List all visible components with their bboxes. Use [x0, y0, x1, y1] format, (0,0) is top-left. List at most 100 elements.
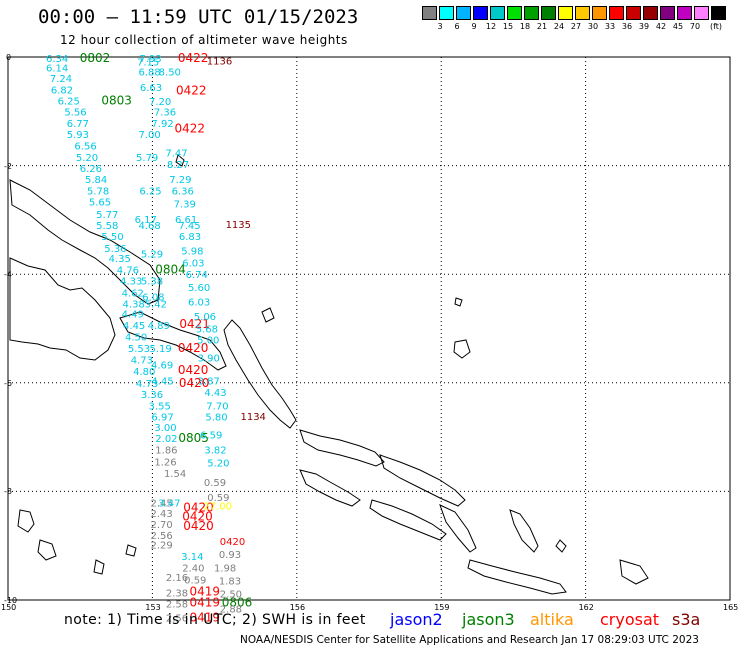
island-south-east [509, 509, 539, 553]
x-tick-label: 162 [578, 603, 594, 612]
swh-label: 2.43 [150, 509, 172, 520]
colorbar-label: 42 [655, 22, 667, 31]
swh-label: 5.56 [64, 107, 86, 118]
satellite-legend-item: s3a [672, 610, 701, 629]
swh-label: 2.29 [150, 541, 172, 552]
y-tick-label: -10 [4, 596, 18, 605]
colorbar-swatch [575, 6, 590, 20]
swh-label: 2.58 [166, 599, 188, 610]
swh-label: 8.27 [167, 160, 189, 171]
swh-label: 7.93 [139, 54, 161, 65]
colorbar-swatch [524, 6, 539, 20]
satellite-legend-item: altika [530, 610, 574, 629]
island-tiny-8 [125, 544, 137, 557]
swh-label: 2.56 [150, 531, 172, 542]
colorbar-label: 3 [437, 22, 443, 31]
colorbar-swatch [592, 6, 607, 20]
swh-label: 6.56 [74, 142, 96, 153]
island-tiny-1 [175, 154, 185, 167]
page-title: 00:00 – 11:59 UTC 01/15/2023 [38, 6, 359, 28]
colorbar-swatch [456, 6, 471, 20]
swh-label: 3.47 [158, 498, 180, 509]
swh-label: 5.42 [145, 300, 167, 311]
swh-label: 1136 [207, 56, 232, 67]
swh-label: 6.03 [188, 297, 210, 308]
swh-label: 4.89 [148, 321, 170, 332]
colorbar-swatch [677, 6, 692, 20]
colorbar-label: 70 [689, 22, 701, 31]
swh-label: 7.70 [206, 402, 228, 413]
satellite-legend-item: jason3 [462, 610, 515, 629]
swh-label: 0806 [222, 596, 253, 610]
swh-label: 4.45 [151, 377, 173, 388]
colorbar-label: 33 [604, 22, 616, 31]
island-tiny-4 [454, 297, 463, 307]
colorbar-swatch [541, 6, 556, 20]
swh-label: 0420 [220, 537, 245, 548]
swh-label: 4.35 [109, 254, 131, 265]
colorbar-unit: (ft) [709, 22, 723, 31]
island-new-britain-east [119, 311, 227, 371]
swh-label: 6.36 [172, 187, 194, 198]
island-new-georgia [299, 469, 361, 507]
swh-label: 0419 [189, 584, 220, 598]
island-tiny-3 [453, 339, 471, 359]
island-choiseul [299, 429, 385, 467]
swh-label: 4.76 [117, 265, 139, 276]
swh-label: 1.83 [219, 576, 241, 587]
swh-label: 4.33 [120, 277, 142, 288]
swh-label: 0804 [155, 262, 186, 276]
swh-label: 3.14 [181, 552, 203, 563]
swh-label: 5.50 [101, 232, 123, 243]
colorbar-label: 15 [502, 22, 514, 31]
swh-label: 0420 [179, 376, 210, 390]
colorbar-swatch [694, 6, 709, 20]
swh-label: 0422 [176, 84, 207, 98]
colorbar-swatch [507, 6, 522, 20]
swh-label: 7.36 [154, 107, 176, 118]
swh-label: 7.00 [138, 130, 160, 141]
swh-label: 6.34 [46, 54, 68, 65]
page-subtitle: 12 hour collection of altimeter wave hei… [60, 33, 348, 47]
swh-label: 0421 [179, 317, 210, 331]
swh-label: 1.86 [155, 446, 177, 457]
footnote: note: 1) Time is in UTC; 2) SWH is in fe… [64, 612, 366, 628]
x-tick-label: 165 [723, 603, 739, 612]
y-tick-label: -8 [4, 487, 12, 497]
swh-label: 0420 [183, 501, 214, 515]
swh-label: 3.36 [141, 390, 163, 401]
island-tiny-9 [619, 559, 649, 585]
colorbar-label: 18 [519, 22, 531, 31]
island-malaita [439, 504, 477, 553]
swh-label: 6.25 [139, 187, 161, 198]
swh-label: 0420 [183, 519, 214, 533]
swh-label: 7.29 [169, 175, 191, 186]
island-new-britain [9, 257, 116, 361]
colorbar-label: 12 [485, 22, 497, 31]
swh-label: 1135 [226, 220, 251, 231]
satellite-legend-item: jason2 [390, 610, 443, 629]
swh-label: 2.16 [166, 573, 188, 584]
swh-label: 0422 [175, 122, 206, 136]
colorbar-label: 6 [454, 22, 460, 31]
credit-line: NOAA/NESDIS Center for Satellite Applica… [240, 634, 699, 646]
island-tiny-6 [37, 539, 57, 561]
swh-label: 2.40 [182, 563, 204, 574]
colorbar-swatch [626, 6, 641, 20]
colorbar-swatch [473, 6, 488, 20]
swh-label: 6.59 [200, 430, 222, 441]
colorbar-swatch [558, 6, 573, 20]
swh-label: 3.90 [198, 353, 220, 364]
colorbar-swatch [422, 6, 437, 20]
colorbar-swatch [609, 6, 624, 20]
island-tiny-5 [17, 509, 35, 533]
swh-label: 4.49 [122, 309, 144, 320]
swh-label: 4.45 [123, 321, 145, 332]
island-tiny-7 [93, 559, 105, 575]
x-tick-label: 159 [434, 603, 450, 612]
colorbar-swatch [711, 6, 726, 20]
swh-label: 5.79 [136, 153, 158, 164]
